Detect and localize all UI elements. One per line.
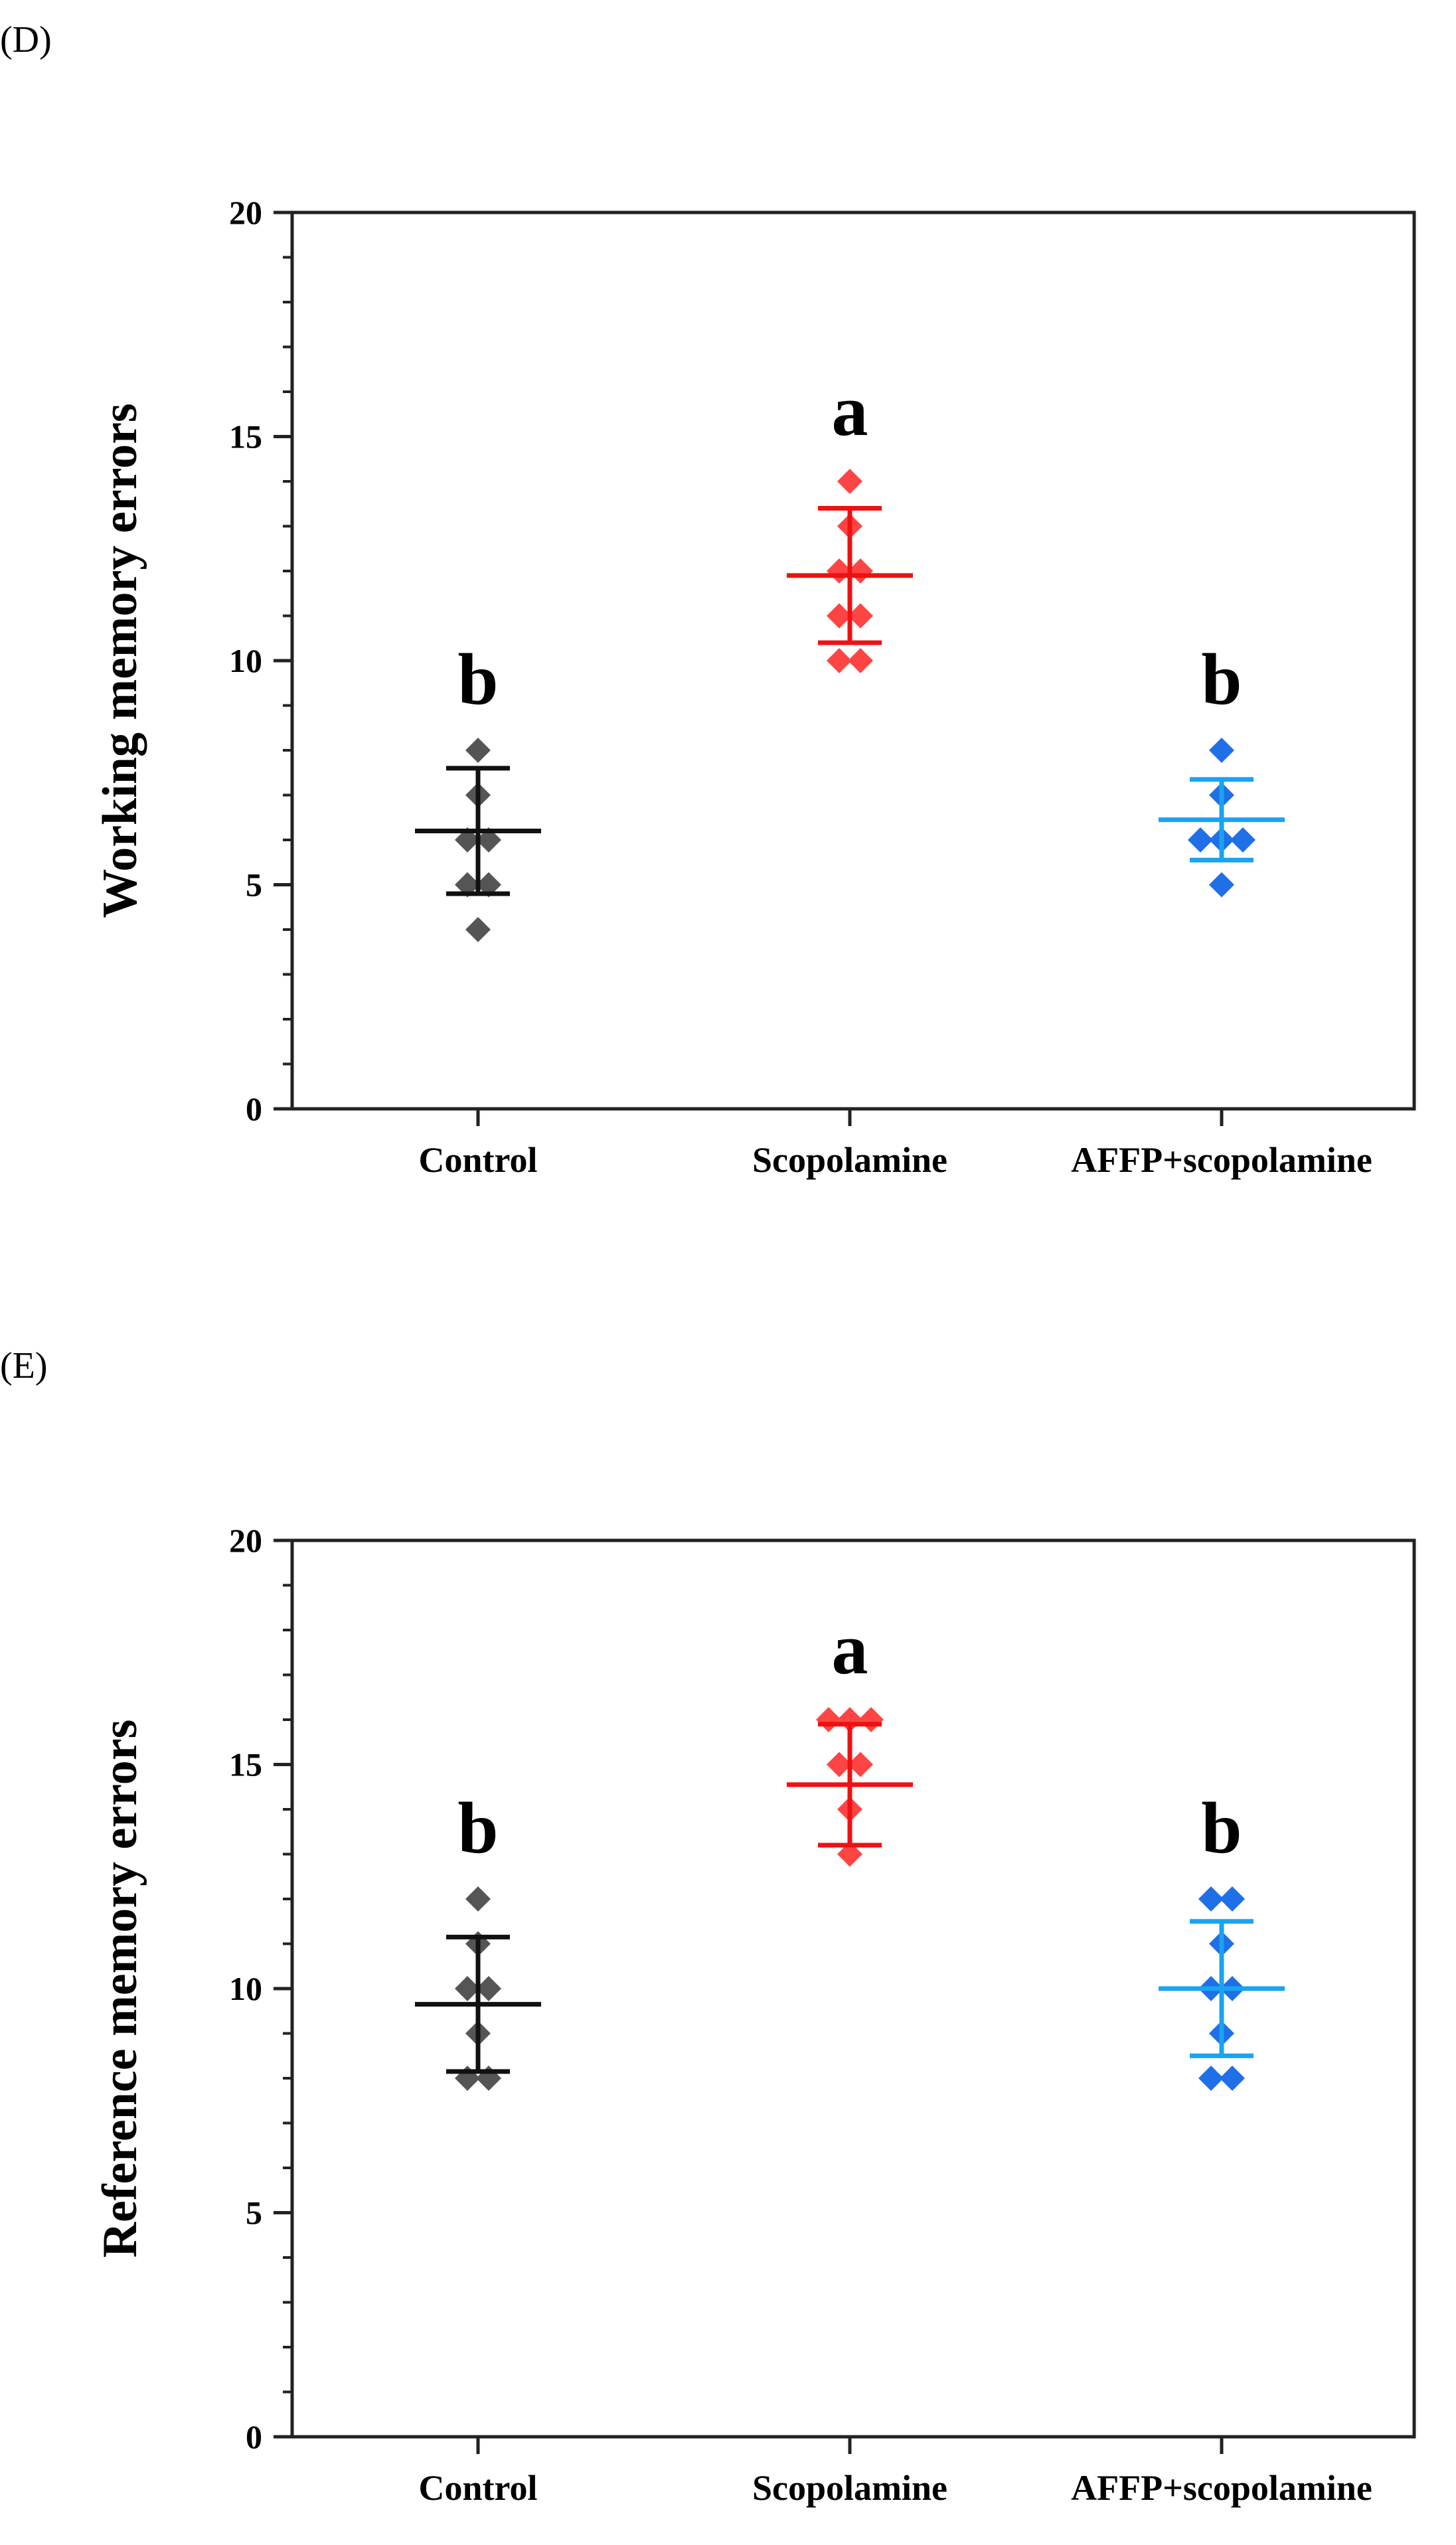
panel-d-affp-scopolamine-point bbox=[1188, 827, 1213, 853]
panel-d-affp-scopolamine-point bbox=[1230, 827, 1255, 853]
panel-e-affp-scopolamine-significance-letter: b bbox=[1201, 1787, 1242, 1868]
panel-d-affp-scopolamine-point bbox=[1209, 872, 1234, 898]
panel-d-y-axis-title: Working memory errors bbox=[93, 403, 147, 918]
panel-e-y-tick-label: 0 bbox=[246, 2418, 262, 2455]
panel-e-label: (E) bbox=[0, 1345, 48, 1386]
panel-e-category-label: AFFP+scopolamine bbox=[1071, 2468, 1372, 2508]
panel-d-marks: b a b bbox=[415, 370, 1285, 942]
panel-e-y-tick-label: 20 bbox=[229, 1522, 262, 1559]
panel-e-y-tick-label: 15 bbox=[229, 1746, 262, 1783]
panel-e-affp-scopolamine-point bbox=[1198, 2066, 1224, 2091]
panel-e-scopolamine-significance-letter: a bbox=[832, 1608, 868, 1689]
panel-d-control-point bbox=[455, 827, 480, 853]
panel-d-control-point bbox=[455, 872, 480, 898]
panel-e-y-ticks: 0 5 10 15 20 bbox=[229, 1522, 292, 2455]
panel-e-marks: b a b bbox=[415, 1608, 1285, 2091]
panel-e-category-label: Scopolamine bbox=[752, 2468, 947, 2508]
panel-d-control-significance-letter: b bbox=[457, 639, 498, 720]
panel-d-y-tick-label: 20 bbox=[229, 194, 262, 231]
panel-e: (E) Reference memory errors 0 5 10 15 20 Con… bbox=[0, 1345, 1416, 2508]
panel-d-y-tick-label: 0 bbox=[246, 1090, 262, 1127]
panel-d: (D) Working memory errors 0 5 10 15 20 Contr… bbox=[0, 19, 1416, 1180]
panel-e-scopolamine-point bbox=[837, 1841, 862, 1867]
panel-d-scopolamine-point bbox=[827, 648, 852, 673]
panel-d-category-label: Scopolamine bbox=[752, 1140, 947, 1180]
panel-e-affp-scopolamine-point bbox=[1220, 2066, 1245, 2091]
panel-d-y-tick-label: 15 bbox=[229, 418, 262, 455]
panel-e-categories: Control Scopolamine AFFP+scopolamine bbox=[418, 2437, 1372, 2508]
panel-d-control-point bbox=[465, 917, 491, 942]
panel-d-scopolamine-point bbox=[848, 648, 873, 673]
panel-e-control-point bbox=[476, 1976, 501, 2001]
panel-e-control-point bbox=[455, 1976, 480, 2001]
panel-d-control-point bbox=[476, 827, 501, 853]
panel-e-affp-scopolamine-point bbox=[1198, 1886, 1224, 1912]
panel-e-scopolamine-point bbox=[858, 1707, 884, 1732]
panel-d-scopolamine-point bbox=[848, 603, 873, 629]
panel-e-y-tick-label: 10 bbox=[229, 1970, 262, 2007]
panel-d-control-point bbox=[465, 738, 491, 763]
panel-d-control-point bbox=[476, 872, 501, 898]
panel-d-scopolamine-point bbox=[837, 469, 862, 494]
panel-e-control-significance-letter: b bbox=[457, 1787, 498, 1868]
panel-d-y-tick-label: 10 bbox=[229, 642, 262, 679]
panel-d-affp-scopolamine-significance-letter: b bbox=[1201, 639, 1242, 720]
panel-e-scopolamine-point bbox=[848, 1752, 873, 1777]
panel-e-category-label: Control bbox=[418, 2468, 537, 2508]
panel-e-y-tick-label: 5 bbox=[246, 2194, 262, 2232]
panel-d-y-ticks: 0 5 10 15 20 bbox=[229, 194, 292, 1127]
panel-d-category-label: AFFP+scopolamine bbox=[1071, 1140, 1372, 1180]
panel-d-categories: Control Scopolamine AFFP+scopolamine bbox=[418, 1109, 1372, 1180]
panel-d-scopolamine-point bbox=[827, 603, 852, 629]
panel-d-category-label: Control bbox=[418, 1140, 537, 1180]
panel-e-y-axis-title: Reference memory errors bbox=[93, 1720, 147, 2258]
panel-e-control-point bbox=[465, 1886, 491, 1912]
panel-e-affp-scopolamine-point bbox=[1220, 1886, 1245, 1912]
panel-d-scopolamine-significance-letter: a bbox=[832, 370, 868, 451]
panel-d-affp-scopolamine-point bbox=[1209, 738, 1234, 763]
panel-d-label: (D) bbox=[0, 19, 52, 60]
panel-e-scopolamine-point bbox=[827, 1752, 852, 1777]
panel-d-y-tick-label: 5 bbox=[246, 866, 262, 904]
